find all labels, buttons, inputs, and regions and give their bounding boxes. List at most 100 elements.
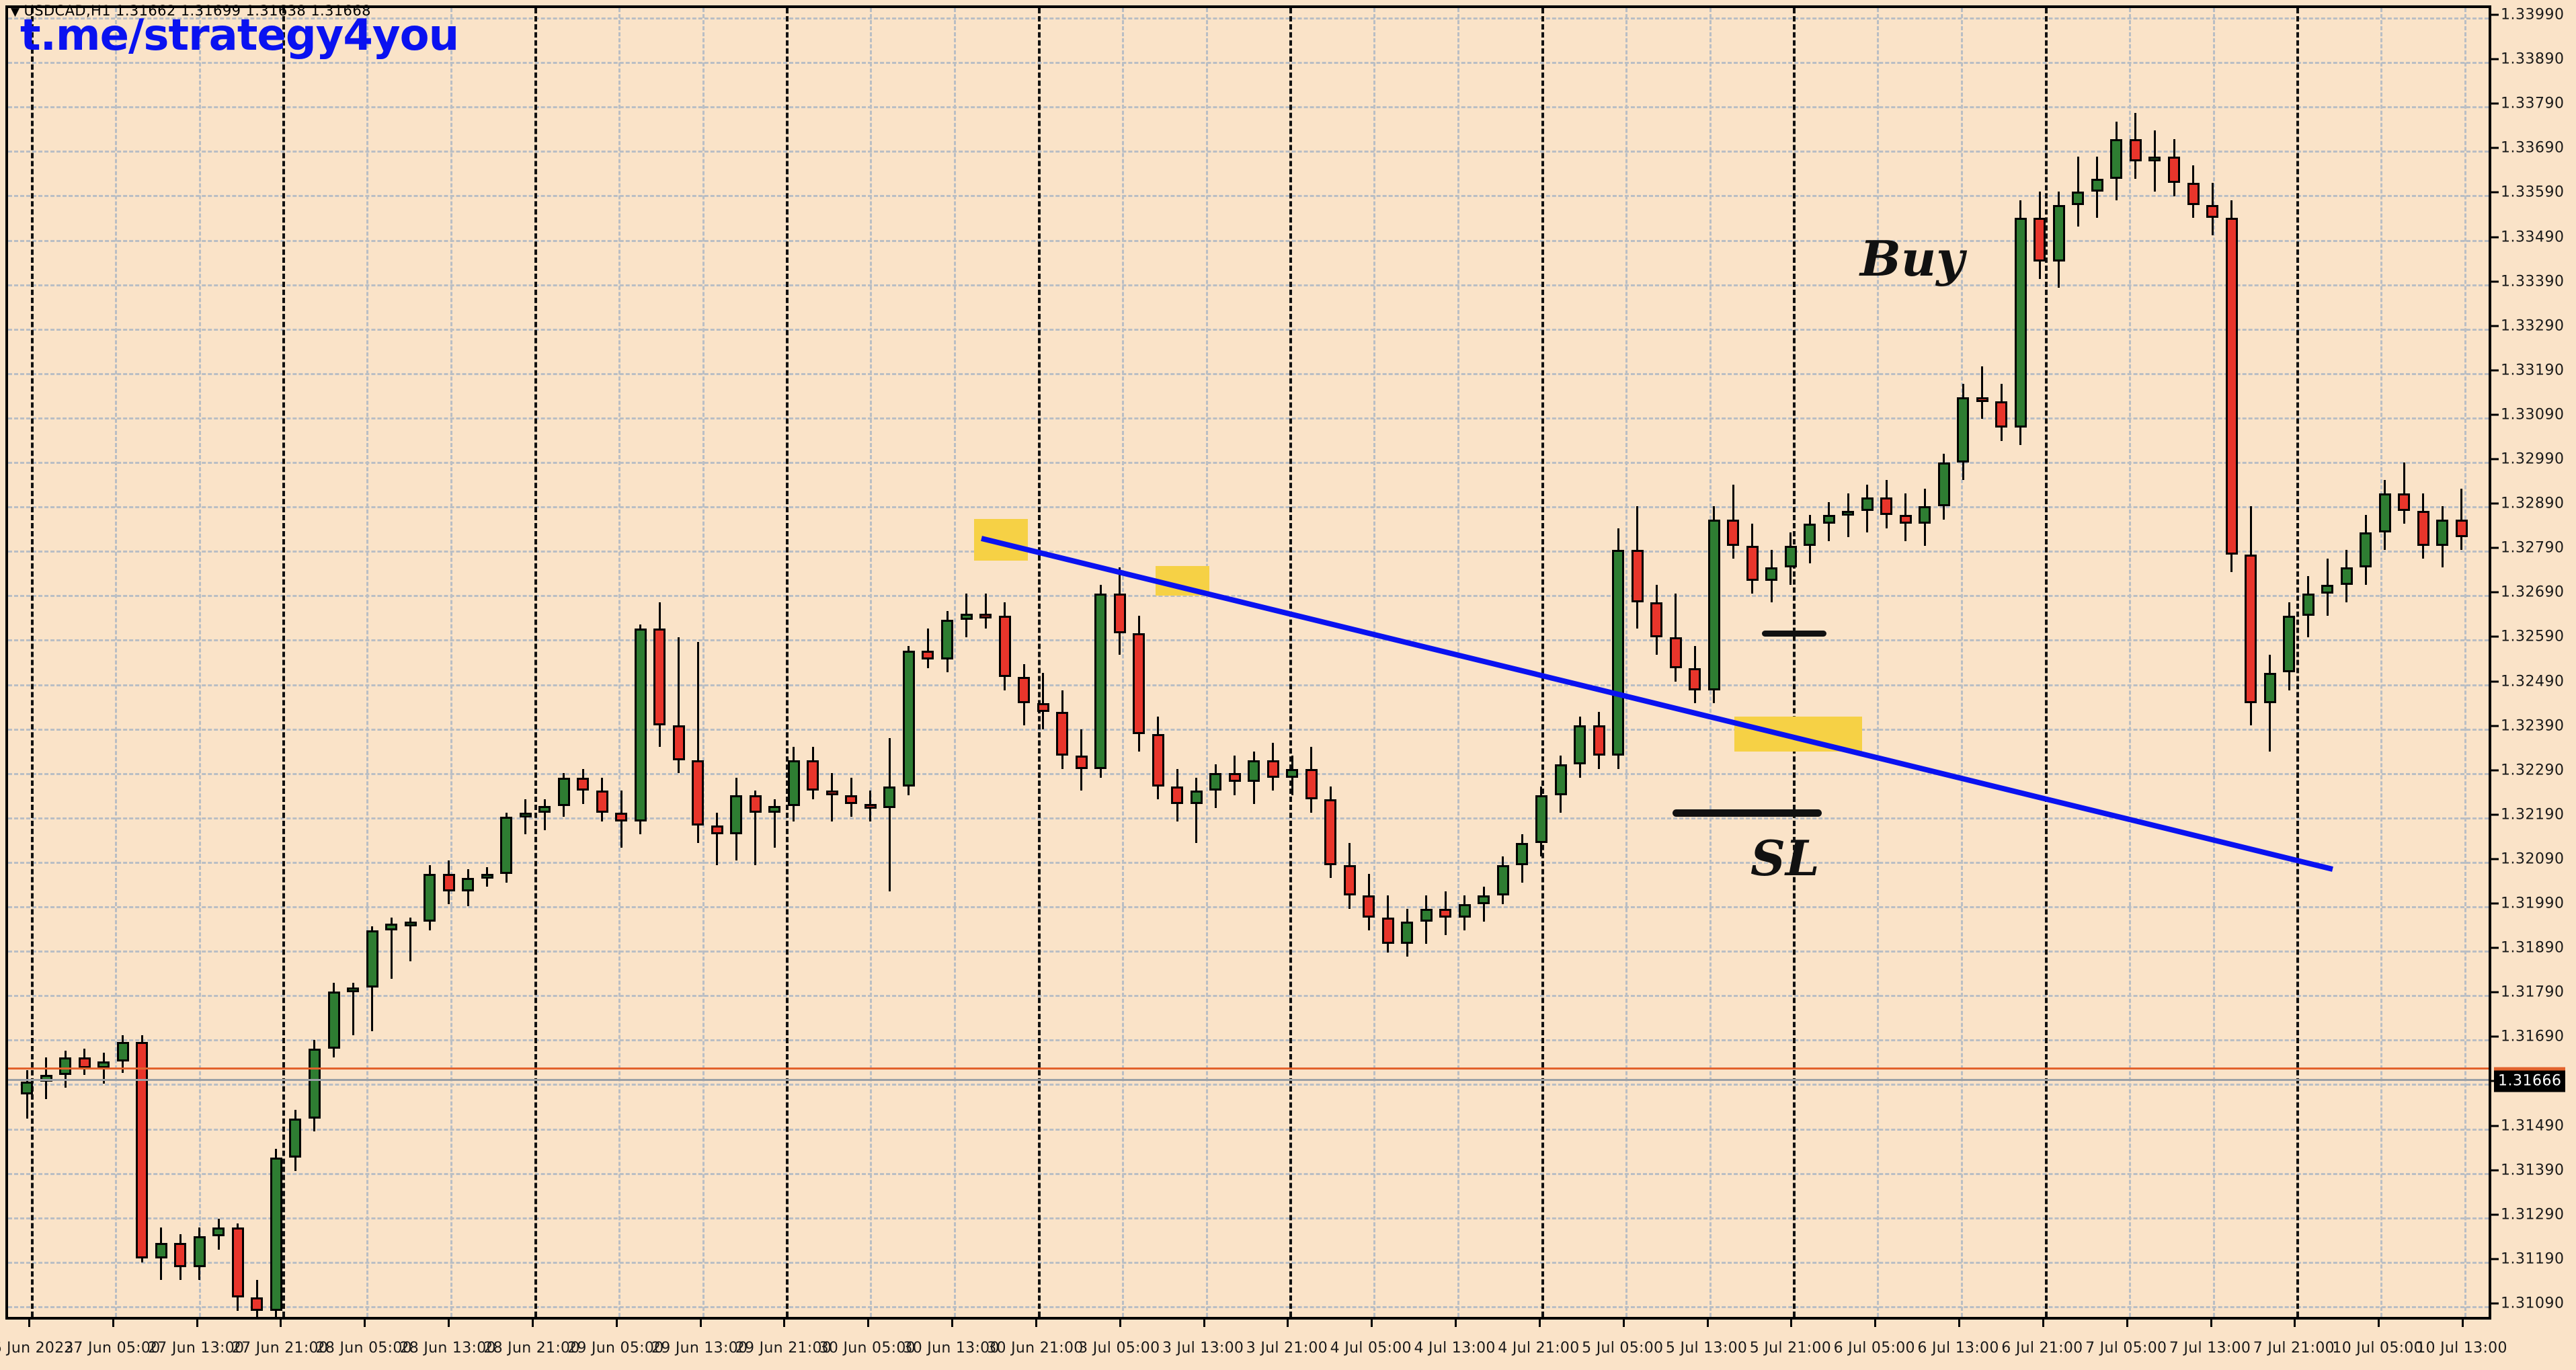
gridline-h bbox=[8, 1261, 2489, 1264]
channel-watermark: t.me/strategy4you bbox=[20, 11, 459, 61]
price-tick-mark bbox=[2491, 502, 2499, 505]
time-tick-mark bbox=[2294, 1320, 2296, 1327]
candle-body-bearish bbox=[596, 791, 608, 813]
gridline-v bbox=[2464, 8, 2466, 1317]
price-tick-mark bbox=[2491, 458, 2499, 460]
price-tick-mark bbox=[2491, 147, 2499, 149]
candle-body-bearish bbox=[442, 873, 455, 891]
time-tick-label: 5 Jul 21:00 bbox=[1749, 1340, 1831, 1357]
price-tick-mark bbox=[2491, 58, 2499, 61]
time-tick-label: 29 Jun 05:00 bbox=[567, 1340, 664, 1357]
entry-zone[interactable] bbox=[1734, 717, 1862, 752]
price-tick-mark bbox=[2491, 280, 2499, 283]
candle-body-bullish bbox=[1401, 922, 1414, 944]
price-tick-mark bbox=[2491, 1258, 2499, 1260]
resistance-zone-2[interactable] bbox=[1156, 566, 1209, 596]
candle-body-bullish bbox=[1478, 895, 1490, 905]
time-tick-label: 30 Jun 05:00 bbox=[819, 1340, 916, 1357]
gridline-v bbox=[1625, 8, 1627, 1317]
triangle-down-icon[interactable]: ▼ bbox=[11, 5, 20, 19]
day-separator bbox=[534, 8, 537, 1317]
candle-body-bearish bbox=[979, 613, 992, 618]
symbol-info-text: USDCAD,H1 1.31662 1.31699 1.31638 1.3166… bbox=[24, 3, 371, 19]
time-tick-label: 30 Jun 13:00 bbox=[903, 1340, 1000, 1357]
price-tick-mark bbox=[2491, 191, 2499, 194]
candle-body-bearish bbox=[78, 1057, 91, 1069]
day-separator bbox=[2296, 8, 2300, 1317]
candle-body-bearish bbox=[1018, 677, 1031, 704]
price-tick-mark bbox=[2491, 236, 2499, 239]
candle-body-bullish bbox=[116, 1042, 129, 1062]
candle-body-bearish bbox=[1381, 917, 1394, 944]
time-tick-mark bbox=[364, 1320, 366, 1327]
candle-body-bullish bbox=[1861, 497, 1874, 511]
candle-body-bearish bbox=[2034, 218, 2046, 262]
candle-body-bearish bbox=[692, 760, 705, 826]
candle-body-bullish bbox=[327, 992, 340, 1049]
price-tick-mark bbox=[2491, 769, 2499, 772]
time-tick-label: 10 Jul 13:00 bbox=[2416, 1340, 2507, 1357]
time-tick-label: 4 Jul 13:00 bbox=[1414, 1340, 1496, 1357]
day-separator bbox=[1541, 8, 1544, 1317]
candle-wick bbox=[1981, 366, 1984, 419]
price-tick-label: 1.31090 bbox=[2501, 1295, 2565, 1312]
price-tick-mark bbox=[2491, 325, 2499, 327]
day-separator bbox=[282, 8, 286, 1317]
candle-body-bullish bbox=[1420, 908, 1433, 922]
sl-level-line bbox=[1673, 809, 1822, 817]
candle-body-bullish bbox=[1248, 760, 1260, 782]
candle-wick bbox=[984, 594, 987, 629]
candle-body-bearish bbox=[672, 725, 685, 760]
candle-body-bearish bbox=[1305, 768, 1318, 800]
time-tick-label: 27 Jun 21:00 bbox=[231, 1340, 329, 1357]
price-tick-label: 1.32590 bbox=[2501, 628, 2565, 645]
candle-body-bearish bbox=[1324, 799, 1337, 865]
resistance-zone-1[interactable] bbox=[974, 519, 1028, 561]
price-tick-label: 1.32290 bbox=[2501, 762, 2565, 779]
price-tick-mark bbox=[2491, 102, 2499, 105]
price-tick-label: 1.32090 bbox=[2501, 850, 2565, 868]
gridline-h bbox=[8, 239, 2489, 242]
price-tick-label: 1.33590 bbox=[2501, 184, 2565, 201]
time-tick-label: 27 Jun 13:00 bbox=[147, 1340, 245, 1357]
price-axis[interactable]: 1.33990 1.33890 1.33790 1.33690 1.33590 1.334… bbox=[2489, 5, 2571, 1320]
candle-body-bullish bbox=[730, 795, 743, 835]
gridline-h bbox=[8, 372, 2489, 375]
price-tick-label: 1.31790 bbox=[2501, 983, 2565, 1001]
candle-body-bearish bbox=[2206, 204, 2219, 218]
time-tick-label: 4 Jul 21:00 bbox=[1498, 1340, 1580, 1357]
candle-body-bullish bbox=[2072, 192, 2085, 205]
candle-body-bullish bbox=[1516, 843, 1529, 865]
day-separator bbox=[2044, 8, 2048, 1317]
price-tick-label: 1.33690 bbox=[2501, 139, 2565, 157]
time-tick-label: 6 Jul 05:00 bbox=[1833, 1340, 1915, 1357]
gridline-h bbox=[8, 1039, 2489, 1042]
time-tick-label: 28 Jun 05:00 bbox=[315, 1340, 412, 1357]
chart-plot-area[interactable]: Buy SL bbox=[5, 5, 2489, 1320]
time-tick-label: 10 Jul 05:00 bbox=[2332, 1340, 2423, 1357]
candle-wick bbox=[1042, 672, 1045, 730]
descending-trendline[interactable] bbox=[8, 8, 2489, 1317]
gridline-v bbox=[954, 8, 957, 1317]
gridline-h bbox=[8, 1128, 2489, 1131]
candle-body-bearish bbox=[2398, 493, 2411, 511]
candle-body-bullish bbox=[557, 777, 570, 806]
price-tick-label: 1.31490 bbox=[2501, 1117, 2565, 1135]
candle-body-bearish bbox=[1075, 756, 1088, 769]
candle-body-bullish bbox=[462, 878, 475, 891]
candle-body-bearish bbox=[2187, 183, 2200, 205]
candle-body-bullish bbox=[1535, 795, 1547, 844]
buy-entry-line bbox=[1762, 631, 1826, 637]
candle-body-bearish bbox=[1689, 668, 1701, 690]
time-tick-mark bbox=[1874, 1320, 1877, 1327]
candle-body-bullish bbox=[2014, 218, 2027, 428]
candle-body-bullish bbox=[500, 817, 513, 874]
day-separator bbox=[1037, 8, 1041, 1317]
time-tick-mark bbox=[2462, 1320, 2464, 1327]
candle-body-bullish bbox=[960, 613, 973, 620]
price-tick-label: 1.31990 bbox=[2501, 895, 2565, 912]
candle-body-bearish bbox=[1631, 550, 1644, 603]
price-tick-label: 1.32190 bbox=[2501, 806, 2565, 823]
candle-body-bullish bbox=[404, 922, 417, 927]
